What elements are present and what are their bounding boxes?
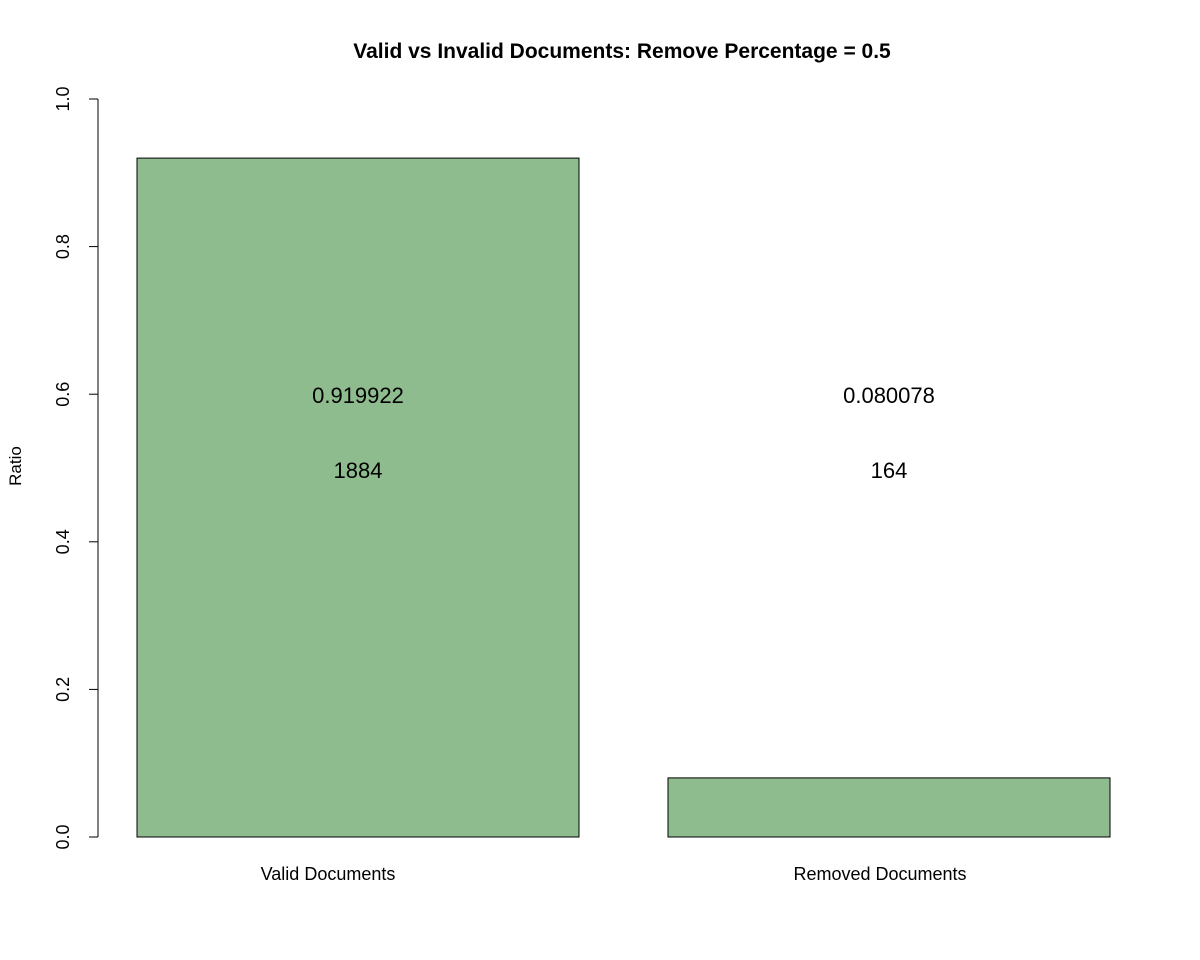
ratio-label: 0.080078: [843, 383, 935, 408]
y-tick-label: 1.0: [53, 86, 73, 111]
y-tick-label: 0.2: [53, 677, 73, 702]
y-tick-label: 0.4: [53, 529, 73, 554]
x-category-label: Removed Documents: [793, 864, 966, 884]
count-label: 164: [871, 458, 908, 483]
x-category-label: Valid Documents: [261, 864, 396, 884]
ratio-label: 0.919922: [312, 383, 404, 408]
chart-title: Valid vs Invalid Documents: Remove Perce…: [353, 40, 891, 63]
y-tick-label: 0.6: [53, 382, 73, 407]
bars: [136, 157, 1111, 838]
y-axis-label: Ratio: [6, 446, 25, 486]
y-tick-label: 0.0: [53, 824, 73, 849]
bar: [136, 157, 580, 838]
count-label: 1884: [334, 458, 383, 483]
bar: [667, 777, 1111, 838]
data-labels: 0.919922 1884 0.080078 164: [312, 383, 935, 483]
y-tick-label: 0.8: [53, 234, 73, 259]
x-axis-category-labels: Valid Documents Removed Documents: [261, 864, 967, 884]
y-axis: 0.0 0.2 0.4 0.6 0.8 1.0: [53, 86, 99, 850]
